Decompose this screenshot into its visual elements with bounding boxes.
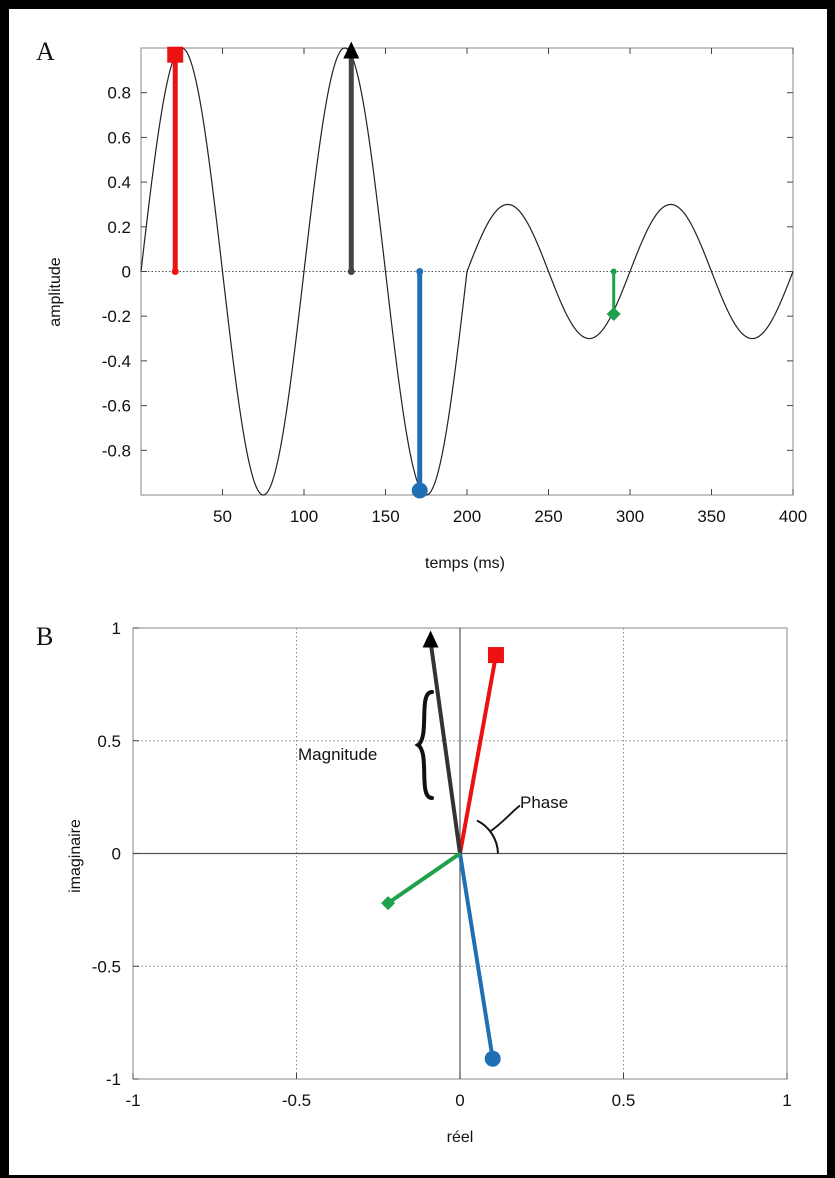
black-amplitude-marker [343, 41, 360, 275]
x-tick-label: 250 [534, 507, 562, 526]
y-axis-title-a: amplitude [47, 257, 64, 326]
x-axis-title-a: temps (ms) [425, 555, 505, 572]
x-tick-label: 150 [371, 507, 399, 526]
ticks-a: 50 100 150 200 250 300 350 400 0.8 0.6 0.4 0.2 0 -0.2… [102, 48, 807, 526]
y-tick-label: -0.8 [102, 441, 131, 460]
red-amplitude-marker [167, 46, 184, 275]
black-stem-base [347, 268, 355, 275]
y-tick-label: 0.4 [107, 173, 131, 192]
x-tick-label: 100 [290, 507, 318, 526]
waveform-curve [140, 47, 794, 496]
x-tick-label: 350 [697, 507, 725, 526]
green-amplitude-marker [606, 268, 621, 321]
y-tick-label: 0.2 [107, 218, 131, 237]
y-tick-label: 0.6 [107, 128, 131, 147]
blue-circle-marker [411, 482, 428, 499]
x-tick-label: 50 [213, 507, 232, 526]
y-tick-label: -0.4 [102, 352, 131, 371]
blue-amplitude-marker [411, 268, 428, 499]
green-diamond-marker [606, 306, 621, 321]
y-tick-label: 0.8 [107, 84, 131, 103]
y-tick-label: -0.2 [102, 307, 131, 326]
x-tick-label: 400 [779, 507, 807, 526]
y-tick-label: 0 [122, 263, 131, 282]
red-stem-base [171, 268, 179, 275]
red-square-marker [167, 46, 184, 63]
x-tick-label: 200 [453, 507, 481, 526]
x-tick-label: 300 [616, 507, 644, 526]
green-stem-base [610, 268, 617, 275]
blue-stem-base [416, 268, 424, 275]
black-triangle-marker [343, 41, 360, 59]
panel-letter-a: A [36, 37, 55, 66]
chart-panel-a: A 50 100 150 200 250 300 350 400 0.8 0.6 0.4 0.2 0 -0… [36, 37, 807, 572]
y-tick-label: -0.6 [102, 397, 131, 416]
waveform-line [140, 47, 794, 496]
markers-a [167, 41, 621, 499]
